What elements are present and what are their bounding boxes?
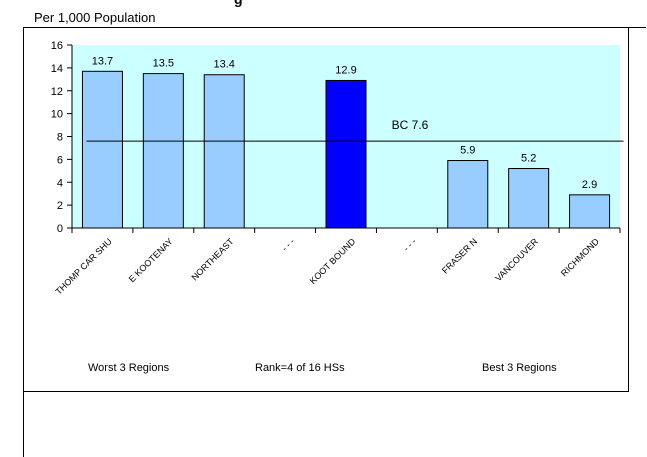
y-tick-label: 14 [51,63,63,75]
y-tick-label: 6 [57,154,63,166]
data-label: 2.9 [582,179,597,191]
bar [81,70,123,229]
best-regions-label: Best 3 Regions [482,362,557,374]
x-tick-label: THOMP CAR SHU [54,236,114,296]
x-tick-label: - - - [280,236,297,253]
chart-border [23,27,629,392]
data-label: 13.5 [153,58,174,70]
x-tick-label: FRASER N [440,236,479,275]
x-tick-label: VANCOUVER [493,236,540,283]
reference-label: BC 7.6 [392,118,429,132]
chart-title-fragment: g [234,0,243,7]
bar [508,168,550,229]
x-tick-label: NORTHEAST [189,236,236,283]
y-tick-label: 2 [57,200,63,212]
bar [203,74,245,229]
y-tick-label: 12 [51,86,63,98]
unit-label: Per 1,000 Population [34,10,156,25]
data-label: 5.2 [521,153,536,165]
data-label: 13.7 [92,55,113,67]
bar [447,160,489,229]
data-label: 5.9 [460,145,475,157]
y-tick-label: 8 [57,132,63,144]
bar [142,73,184,229]
y-tick-label: 4 [57,177,63,189]
data-label: 13.4 [214,59,235,71]
y-tick-label: 0 [57,223,63,235]
data-label: 12.9 [335,64,356,76]
x-tick-label: E KOOTENAY [127,236,175,284]
x-tick-label: - - - [401,236,418,253]
rank-label: Rank=4 of 16 HSs [255,362,345,374]
y-tick-label: 16 [51,40,63,52]
x-tick-label: RICHMOND [559,236,601,278]
x-tick-label: KOOT BOUND [308,236,358,286]
worst-regions-label: Worst 3 Regions [88,362,170,374]
bar [569,194,611,229]
bar [325,79,367,229]
y-tick-label: 10 [51,109,63,121]
